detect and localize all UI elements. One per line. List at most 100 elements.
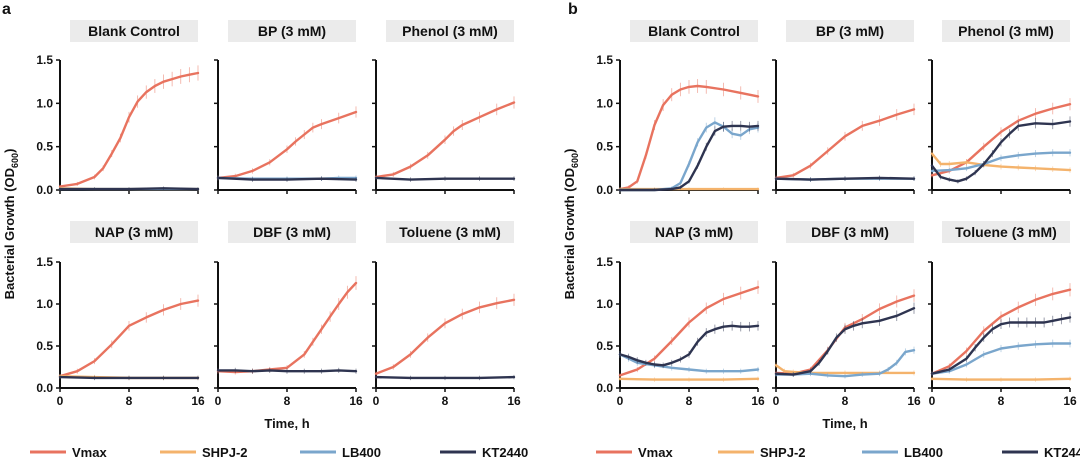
panel-a-toluene-3-mm-x-tick-label: 0 [373,394,380,408]
y-axis-label-a: Bacterial Growth (OD600) [2,149,20,300]
panel-b-bp-3-mm-title: BP (3 mM) [816,23,884,39]
panel-a-blank-control-header-bg [70,20,198,42]
panel-a-dbf-3-mm-x-tick-label: 8 [284,394,291,408]
panel-a-toluene-3-mm-x-tick-label: 16 [507,394,521,408]
panel-a-bp-3-mm-series-vmax [216,106,358,181]
y-axis-label-close: ) [2,149,17,153]
y-axis-label-main: Bacterial Growth (OD [2,168,17,299]
panel-b-bp-3-mm: BP (3 mM) [772,20,916,194]
panel-b-blank-control-series-kt2440 [618,120,760,192]
panel-a-phenol-3-mm-vmax-line [374,101,516,179]
panel-b-nap-3-mm-kt2440-line [618,324,760,367]
panel-b-nap-3-mm-vmax-line [618,286,760,377]
panel-b-dbf-3-mm-title: DBF (3 mM) [811,224,889,240]
panel-a-dbf-3-mm-x-tick-label: 0 [215,394,222,408]
legend-a-vmax: Vmax [30,445,107,460]
panel-a-blank-control-y-tick-label: 0.0 [36,183,53,197]
panel-b-blank-control-series-vmax [618,79,760,191]
legend-a-shpj-2: SHPJ-2 [160,445,248,460]
panel-b-toluene-3-mm-series-lb400 [930,339,1072,377]
panel-b-toluene-3-mm-x-tick-label: 8 [998,394,1005,408]
panel-b-dbf-3-mm-lb400-line [774,349,916,378]
panel-a-nap-3-mm-title: NAP (3 mM) [95,224,173,240]
panel-a-nap-3-mm-header-bg [70,221,198,243]
panel-a-nap-3-mm-y-tick-label: 1.5 [36,255,53,269]
panel-a-toluene-3-mm-vmax-line [374,298,516,375]
legend-a-lb400: LB400 [300,445,381,460]
panel-a-dbf-3-mm-vmax-line [216,281,358,374]
panel-a-toluene-3-mm: Toluene (3 mM) 0 8 16 [372,221,521,408]
panel-a-phenol-3-mm-kt2440-line [374,176,516,181]
panel-a-nap-3-mm-y-tick-label: 0.0 [36,381,53,395]
panel-b-toluene-3-mm-header-bg [942,221,1070,243]
panel-b-nap-3-mm: NAP (3 mM) 0.0 0.5 1.0 1.5 0 8 16 [596,221,765,408]
panel-a-dbf-3-mm-series-kt2440 [216,367,358,374]
panel-b-dbf-3-mm-x-tick-label: 8 [842,394,849,408]
y-axis-labels: Bacterial Growth (OD600)Bacterial Growth… [2,149,580,300]
panel-a-toluene-3-mm-x-tick-label: 8 [442,394,449,408]
panel-a-dbf-3-mm-x-tick-label: 16 [349,394,363,408]
panel-a-bp-3-mm-title: BP (3 mM) [258,23,326,39]
panel-b-nap-3-mm-header-bg [630,221,758,243]
legend-label-shpj-2: SHPJ-2 [202,445,248,460]
panel-a-nap-3-mm-series-kt2440 [58,374,200,381]
panel-label-b: b [568,1,578,18]
legend-a-kt2440: KT2440 [440,445,528,460]
panel-a-dbf-3-mm: DBF (3 mM) 0 8 16 [214,221,363,408]
panel-a-phenol-3-mm-header-bg [386,20,514,42]
panel-b-toluene-3-mm-vmax-line [930,288,1072,375]
panel-b-bp-3-mm-header-bg [786,20,914,42]
panel-b-nap-3-mm-lb400-line [618,353,760,373]
y-axis-label-b: Bacterial Growth (OD600) [562,149,580,300]
panel-b-phenol-3-mm: Phenol (3 mM) [928,20,1072,194]
panel-b-nap-3-mm-title: NAP (3 mM) [655,224,733,240]
panel-a-nap-3-mm-y-tick-label: 0.5 [36,339,53,353]
panel-a-bp-3-mm-series-kt2440 [216,175,358,182]
panel-b-nap-3-mm-series-vmax [618,280,760,378]
panel-b-toluene-3-mm-series-shpj-2 [930,376,1072,382]
panel-b-nap-3-mm-x-tick-label: 0 [617,394,624,408]
panel-a-toluene-3-mm-kt2440-line [374,375,516,380]
panel-a-nap-3-mm-y-tick-label: 1.0 [36,297,53,311]
panel-b-blank-control-title: Blank Control [648,23,740,39]
panel-b-blank-control-kt2440-line [618,124,760,192]
panel-b-nap-3-mm-y-tick-label: 0.5 [596,339,613,353]
panel-a-dbf-3-mm-kt2440-line [216,369,358,373]
panel-b-dbf-3-mm-vmax-line [774,294,916,375]
panel-b-phenol-3-mm-kt2440-line [930,120,1072,183]
x-axis-labels: Time, h Time, h [264,416,867,431]
panel-a-blank-control-series-vmax [58,65,200,189]
panel-a-blank-control-title: Blank Control [88,23,180,39]
panel-b-toluene-3-mm-series-vmax [930,283,1072,377]
panel-b-toluene-3-mm-x-tick-label: 0 [929,394,936,408]
panel-a-nap-3-mm-vmax-line [58,299,200,378]
panels: Blank Control 0.0 0.5 1.0 1.5 BP (3 mM) Phenol… [36,20,1077,408]
panel-b-bp-3-mm-series-kt2440 [774,175,916,182]
panel-a-toluene-3-mm-title: Toluene (3 mM) [399,224,501,240]
panel-b-toluene-3-mm-series-kt2440 [930,312,1072,377]
panel-b-bp-3-mm-vmax-line [774,108,916,180]
panel-b-phenol-3-mm-series-shpj-2 [930,150,1072,173]
panel-a-toluene-3-mm-header-bg [386,221,514,243]
panel-a-blank-control-series-kt2440 [58,186,200,191]
panel-a-phenol-3-mm-title: Phenol (3 mM) [402,23,498,39]
panel-a-blank-control-vmax-line [58,71,200,188]
panel-a-blank-control: Blank Control 0.0 0.5 1.0 1.5 [36,20,200,197]
panel-a-bp-3-mm: BP (3 mM) [214,20,358,194]
panel-b-blank-control-y-tick-label: 1.5 [596,53,613,67]
legend-label-shpj-2: SHPJ-2 [760,445,806,460]
legend-label-vmax: Vmax [638,445,673,460]
panel-b-nap-3-mm-series-kt2440 [618,321,760,369]
panel-a-blank-control-y-tick-label: 0.5 [36,140,53,154]
panel-b-blank-control-y-tick-label: 1.0 [596,96,613,110]
panel-a-nap-3-mm: NAP (3 mM) 0.0 0.5 1.0 1.5 0 8 16 [36,221,205,408]
panel-b-dbf-3-mm-kt2440-line [774,307,916,376]
legend-b-lb400: LB400 [862,445,943,460]
x-axis-label-b: Time, h [822,416,867,431]
legend-label-kt2440: KT2440 [482,445,528,460]
legend-label-vmax: Vmax [72,445,107,460]
panel-b-bp-3-mm-series-vmax [774,103,916,181]
panel-a-blank-control-y-tick-label: 1.0 [36,96,53,110]
panel-b-blank-control: Blank Control 0.0 0.5 1.0 1.5 [596,20,760,197]
